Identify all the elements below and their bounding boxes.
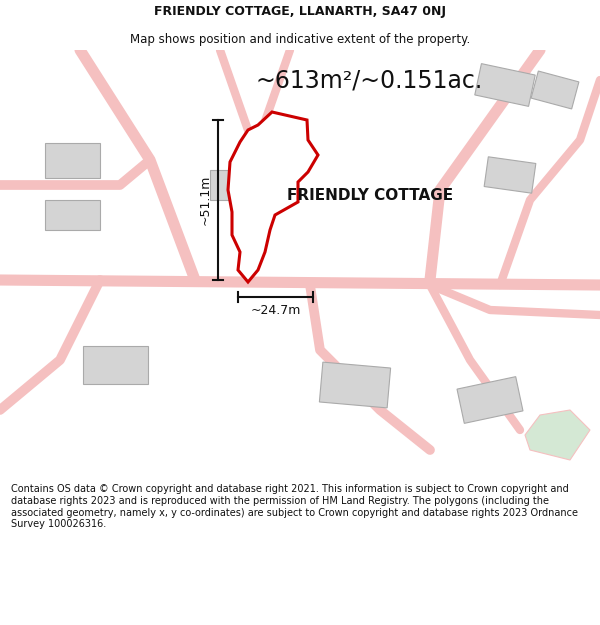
Polygon shape xyxy=(228,112,318,282)
Bar xyxy=(44,200,100,230)
Text: ~613m²/~0.151ac.: ~613m²/~0.151ac. xyxy=(255,68,482,92)
Polygon shape xyxy=(525,410,590,460)
Bar xyxy=(319,362,391,408)
Text: Contains OS data © Crown copyright and database right 2021. This information is : Contains OS data © Crown copyright and d… xyxy=(11,484,578,529)
Bar xyxy=(83,346,148,384)
Text: Map shows position and indicative extent of the property.: Map shows position and indicative extent… xyxy=(130,32,470,46)
Bar xyxy=(235,206,269,231)
Bar xyxy=(44,142,100,177)
Text: ~24.7m: ~24.7m xyxy=(250,304,301,318)
Bar xyxy=(531,71,579,109)
Text: FRIENDLY COTTAGE, LLANARTH, SA47 0NJ: FRIENDLY COTTAGE, LLANARTH, SA47 0NJ xyxy=(154,4,446,18)
Text: FRIENDLY COTTAGE: FRIENDLY COTTAGE xyxy=(287,188,453,202)
Bar xyxy=(484,157,536,193)
Bar xyxy=(457,377,523,423)
Bar xyxy=(210,170,250,200)
Text: ~51.1m: ~51.1m xyxy=(199,175,212,225)
Bar xyxy=(475,64,535,106)
